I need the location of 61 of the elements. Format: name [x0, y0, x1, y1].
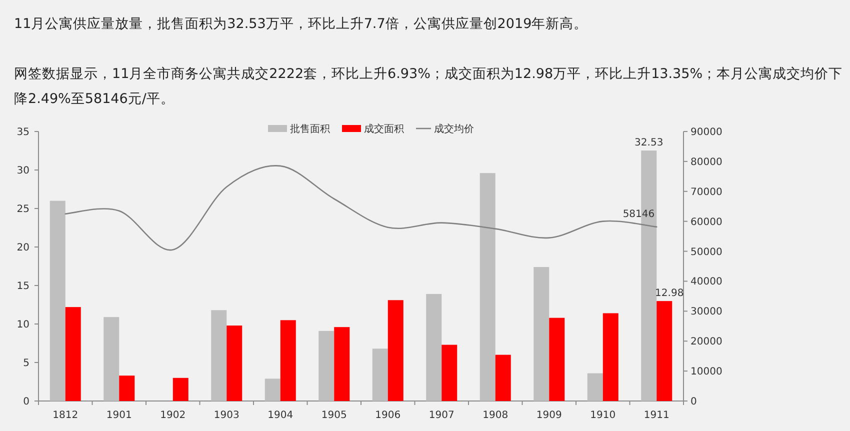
y-tick-label: 25	[16, 204, 30, 215]
bar	[372, 348, 388, 401]
bar	[172, 378, 188, 401]
y-tick-label: 10	[16, 320, 30, 330]
x-tick-label: 1906	[375, 410, 401, 421]
x-tick-label: 1907	[428, 410, 454, 421]
bar	[318, 330, 334, 401]
bar	[50, 200, 66, 401]
x-tick-label: 1909	[536, 410, 562, 421]
data-label: 58146	[622, 208, 655, 220]
bar	[65, 307, 81, 401]
y2-tick-label: 40000	[690, 276, 722, 288]
x-tick-label: 1812	[52, 410, 78, 421]
bar	[549, 318, 565, 401]
y2-tick-label: 90000	[690, 127, 722, 138]
y2-tick-label: 10000	[690, 366, 722, 378]
y-tick-label: 30	[16, 166, 30, 176]
bar	[211, 310, 227, 401]
x-tick-label: 1905	[321, 410, 347, 421]
bar	[119, 376, 135, 401]
bar	[388, 300, 404, 401]
bar	[480, 173, 496, 401]
y2-tick-label: 60000	[690, 216, 722, 228]
y2-tick-label: 30000	[690, 306, 722, 318]
y-tick-label: 0	[23, 396, 30, 408]
x-tick-label: 1902	[160, 410, 186, 421]
y2-tick-label: 70000	[690, 186, 722, 198]
legend-label: 成交均价	[434, 123, 474, 135]
legend-label: 成交面积	[364, 123, 404, 135]
x-tick-label: 1910	[590, 410, 616, 421]
bar	[426, 294, 442, 401]
y2-tick-label: 80000	[690, 156, 722, 168]
y2-tick-label: 50000	[690, 246, 722, 258]
y-tick-label: 35	[16, 127, 30, 138]
y-tick-label: 5	[23, 358, 30, 369]
x-tick-label: 1904	[268, 410, 294, 421]
bar	[334, 327, 350, 401]
bar	[495, 354, 511, 401]
bar	[602, 313, 618, 401]
bar	[226, 326, 242, 401]
bar	[656, 301, 672, 401]
y2-tick-label: 0	[690, 396, 697, 408]
bar	[534, 267, 550, 401]
chart-title: 11月公寓供应量放量，批售面积为32.53万平，环比上升7.7倍，公寓供应量创2019年新高。	[14, 15, 589, 34]
chart-subtitle: 网签数据显示，11月全市商务公寓共成交2222套，环比上升6.93%；成交面积为12.98万平，环比上升13.35%；本月公寓成交均价下降2.49%至58146元/平。	[14, 65, 844, 109]
data-label: 32.53	[634, 138, 664, 149]
y-tick-label: 20	[16, 242, 30, 254]
y2-tick-label: 20000	[690, 336, 722, 348]
bar	[280, 320, 296, 401]
bar	[587, 373, 603, 401]
bar	[104, 317, 120, 401]
data-label: 12.98	[655, 288, 684, 300]
legend-label: 批售面积	[290, 123, 330, 135]
bar	[442, 344, 458, 401]
line-series	[64, 165, 658, 251]
x-tick-label: 1911	[644, 410, 670, 421]
x-tick-label: 1901	[106, 410, 132, 421]
y-tick-label: 15	[16, 281, 30, 292]
bar	[264, 378, 280, 401]
x-tick-label: 1903	[214, 410, 240, 421]
x-tick-label: 1908	[482, 410, 508, 421]
